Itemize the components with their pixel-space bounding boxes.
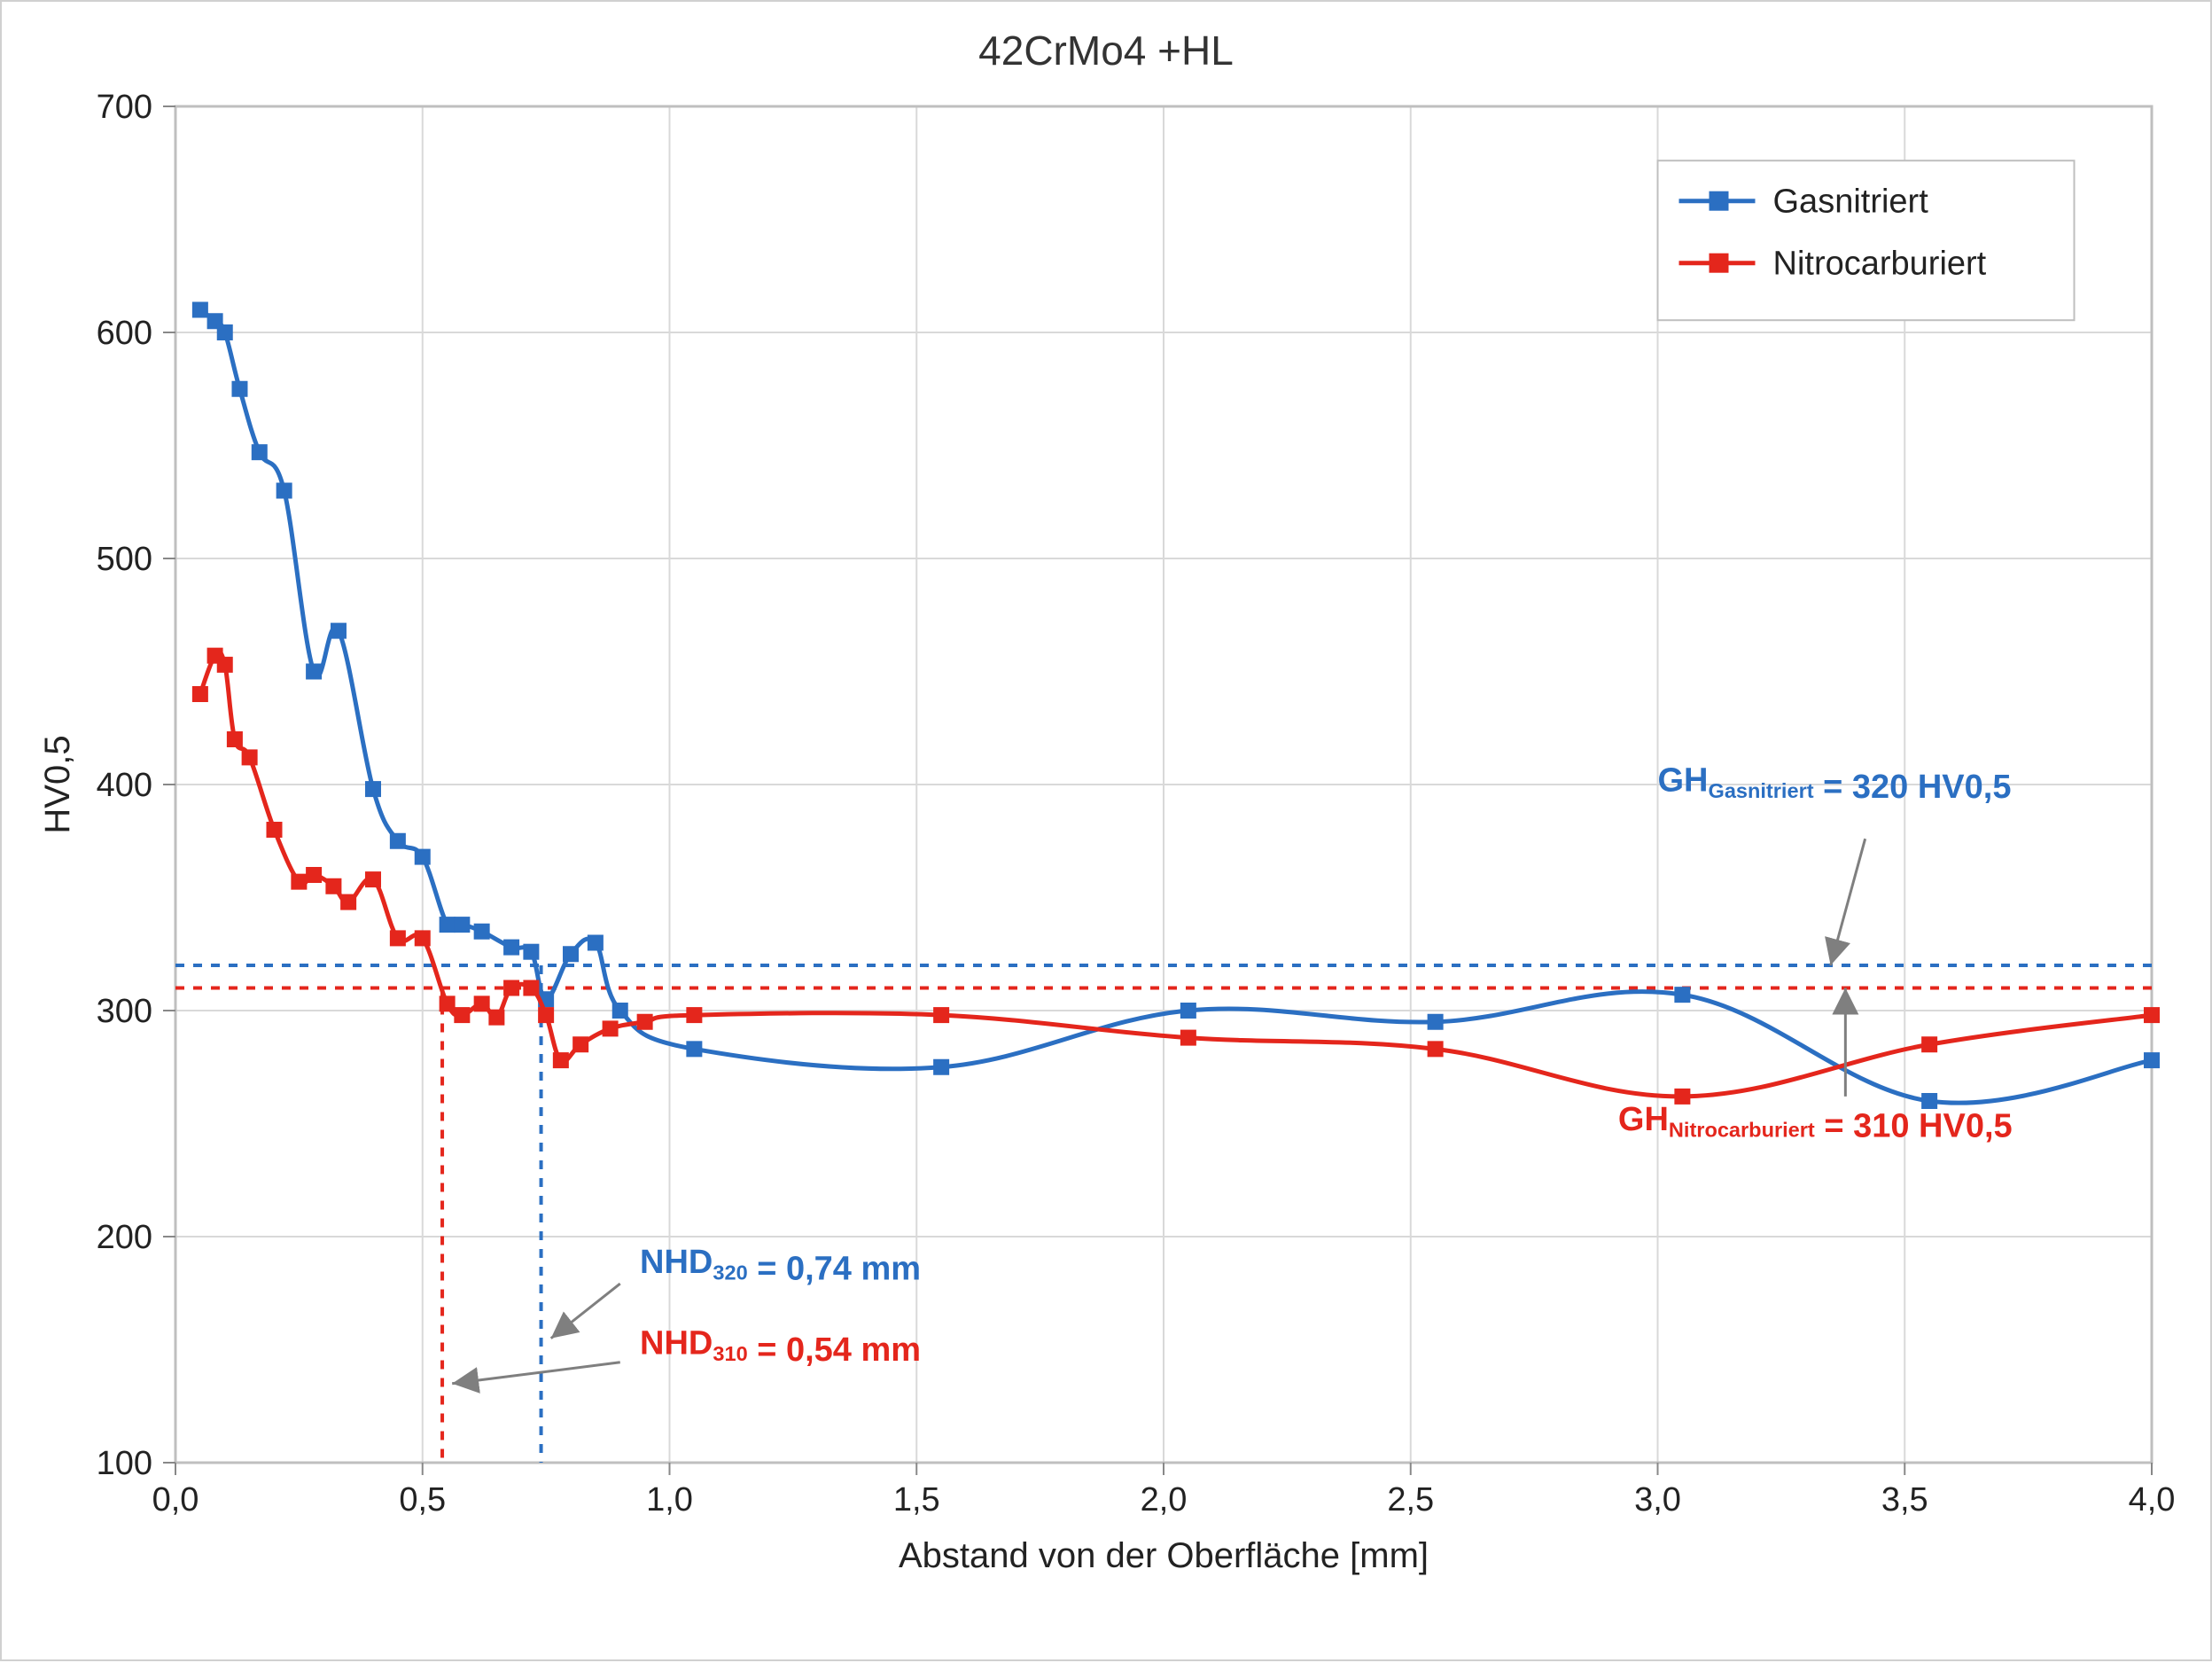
series-marker <box>612 1003 628 1019</box>
series-marker <box>306 867 322 883</box>
series-marker <box>231 381 247 397</box>
series-marker <box>440 917 456 933</box>
y-tick-label: 700 <box>97 89 152 126</box>
series-marker <box>503 980 519 996</box>
x-tick-label: 2,0 <box>1141 1481 1188 1519</box>
series-marker <box>1180 1003 1196 1019</box>
series-marker <box>523 944 539 960</box>
y-tick-label: 200 <box>97 1219 152 1256</box>
series-marker <box>1428 1041 1444 1057</box>
legend-label: Nitrocarburiert <box>1773 246 1987 283</box>
series-marker <box>390 930 406 946</box>
series-marker <box>227 731 243 747</box>
series-marker <box>563 946 579 962</box>
x-tick-label: 0,0 <box>152 1481 199 1519</box>
series-marker <box>340 894 356 910</box>
y-tick-label: 100 <box>97 1445 152 1482</box>
y-tick-label: 300 <box>97 993 152 1030</box>
series-marker <box>488 1010 504 1026</box>
series-marker <box>1921 1093 1937 1109</box>
x-tick-label: 0,5 <box>399 1481 446 1519</box>
series-marker <box>523 980 539 996</box>
x-tick-label: 1,0 <box>646 1481 693 1519</box>
series-marker <box>415 849 431 865</box>
series-marker <box>454 1007 470 1023</box>
x-axis-label: Abstand von der Oberfläche [mm] <box>899 1536 1429 1575</box>
series-marker <box>252 444 268 460</box>
series-marker <box>637 1014 653 1030</box>
chart-title: 42CrMo4 +HL <box>2 27 2210 74</box>
x-tick-label: 3,0 <box>1634 1481 1681 1519</box>
series-marker <box>390 833 406 849</box>
series-marker <box>192 302 208 318</box>
series-marker <box>474 995 490 1011</box>
series-marker <box>572 1036 588 1052</box>
chart-frame: 42CrMo4 +HL 0,0 0,5 1,0 1,5 2,0 2,5 3,0 3,5 4,0 1… <box>0 0 2212 1661</box>
series-marker <box>1674 987 1690 1003</box>
series-marker <box>217 324 233 340</box>
series-marker <box>686 1007 702 1023</box>
series-marker <box>588 935 604 951</box>
series-marker <box>291 874 307 890</box>
series-marker <box>1180 1030 1196 1046</box>
series-marker <box>217 657 233 673</box>
series-marker <box>440 995 456 1011</box>
series-marker <box>933 1007 949 1023</box>
series-marker <box>553 1052 569 1068</box>
series-marker <box>1921 1036 1937 1052</box>
series-marker <box>365 871 381 887</box>
series-marker <box>325 878 341 894</box>
legend-swatch-marker <box>1710 254 1729 273</box>
series-marker <box>192 686 208 702</box>
x-tick-label: 4,0 <box>2129 1481 2176 1519</box>
series-marker <box>686 1041 702 1057</box>
series-marker <box>1428 1014 1444 1030</box>
y-axis-label: HV0,5 <box>38 735 77 833</box>
series-marker <box>474 924 490 940</box>
series-marker <box>1674 1089 1690 1105</box>
series-marker <box>306 664 322 680</box>
x-tick-label: 2,5 <box>1387 1481 1434 1519</box>
x-tick-label: 3,5 <box>1881 1481 1928 1519</box>
series-marker <box>331 623 347 639</box>
series-marker <box>2144 1052 2160 1068</box>
series-marker <box>603 1020 619 1036</box>
legend-label: Gasnitriert <box>1773 183 1929 221</box>
series-marker <box>933 1059 949 1075</box>
chart-svg: 0,0 0,5 1,0 1,5 2,0 2,5 3,0 3,5 4,0 100 200 300 400 5… <box>2 2 2212 1663</box>
y-tick-label: 600 <box>97 315 152 352</box>
legend-swatch-marker <box>1710 191 1729 211</box>
series-marker <box>242 749 258 765</box>
series-marker <box>276 483 292 499</box>
series-marker <box>267 822 283 838</box>
y-tick-label: 500 <box>97 541 152 578</box>
series-marker <box>415 930 431 946</box>
series-marker <box>454 917 470 933</box>
x-tick-label: 1,5 <box>893 1481 940 1519</box>
y-tick-label: 400 <box>97 767 152 804</box>
series-marker <box>365 781 381 797</box>
series-marker <box>503 940 519 956</box>
series-marker <box>538 1007 554 1023</box>
series-marker <box>2144 1007 2160 1023</box>
